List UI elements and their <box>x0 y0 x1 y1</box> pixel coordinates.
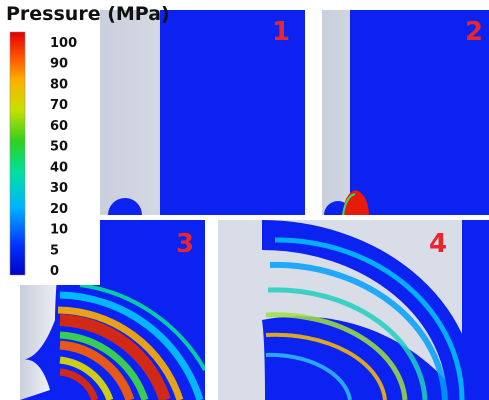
figure: Pressure (MPa) 1 2 3 4 10090807060504030… <box>0 0 489 400</box>
panel-label: 1 <box>272 17 290 47</box>
panel-label: 4 <box>429 229 447 259</box>
panel-label: 3 <box>176 229 194 259</box>
colorbar-label: 50 <box>50 140 68 155</box>
panel-label: 2 <box>465 17 483 47</box>
panel-2 <box>322 10 489 215</box>
colorbar-label: 10 <box>50 223 68 238</box>
colorbar-label: 0 <box>50 264 59 279</box>
legend-title: Pressure (MPa) <box>6 3 170 25</box>
panel-4 <box>218 220 489 400</box>
colorbar-label: 80 <box>50 77 68 92</box>
colorbar-label: 40 <box>50 160 68 175</box>
colorbar-label: 30 <box>50 181 68 196</box>
colorbar-label: 100 <box>50 36 77 51</box>
colorbar-label: 70 <box>50 98 68 113</box>
colorbar-label: 90 <box>50 57 68 72</box>
colorbar-label: 60 <box>50 119 68 134</box>
colorbar-label: 20 <box>50 202 68 217</box>
colorbar-label: 5 <box>50 243 59 258</box>
